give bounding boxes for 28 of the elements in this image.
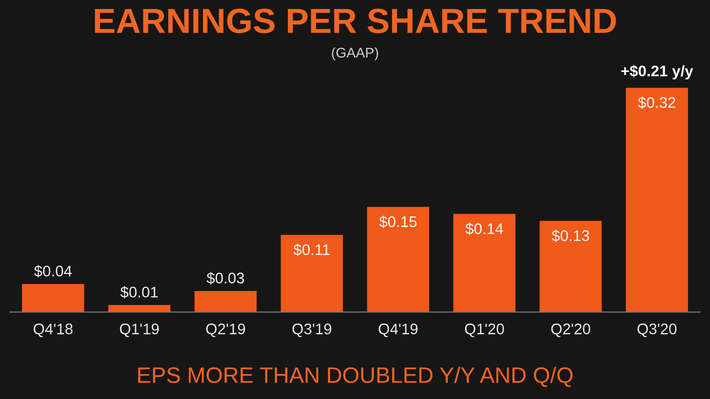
bar bbox=[540, 220, 602, 312]
data-label: $0.32 bbox=[638, 96, 676, 109]
x-tick-label: Q2'19 bbox=[206, 324, 246, 338]
bar bbox=[626, 88, 688, 312]
data-label: $0.04 bbox=[34, 265, 72, 278]
x-tick-label: Q3'20 bbox=[638, 324, 676, 338]
x-tick-label: Q2'20 bbox=[551, 324, 590, 338]
chart-title: EARNINGS PER SHARE TREND bbox=[94, 8, 616, 34]
data-label: $0.01 bbox=[120, 286, 158, 298]
data-label: $0.14 bbox=[465, 222, 504, 236]
bar bbox=[22, 284, 84, 312]
x-tick-label: Q4'18 bbox=[34, 324, 73, 338]
data-label: $0.15 bbox=[379, 216, 417, 228]
x-tick-label: Q4'19 bbox=[378, 324, 418, 338]
x-tick-label: Q1'19 bbox=[120, 324, 159, 338]
annotation: +$0.21 y/y bbox=[621, 64, 694, 80]
text: EPS MORE THAN DOUBLED Y/Y AND Q/Q bbox=[138, 366, 573, 387]
data-label: $0.11 bbox=[293, 244, 330, 256]
bar bbox=[194, 290, 257, 312]
bar bbox=[108, 305, 170, 312]
x-tick-label: Q3'19 bbox=[292, 324, 332, 338]
bar bbox=[453, 214, 516, 312]
chart-subtitle: (GAAP) bbox=[332, 47, 378, 60]
bar bbox=[280, 234, 343, 312]
bar bbox=[367, 206, 430, 312]
data-label: $0.13 bbox=[552, 230, 590, 242]
x-tick-label: Q1'20 bbox=[464, 324, 504, 338]
data-label: $0.03 bbox=[206, 272, 244, 284]
